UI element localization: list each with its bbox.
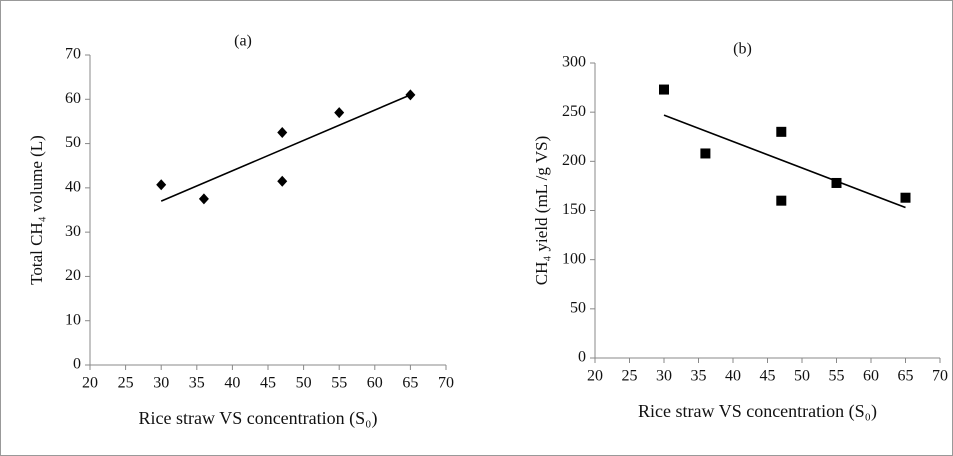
y-tick-label: 300 xyxy=(562,54,586,71)
trendline xyxy=(663,114,906,209)
x-tick-label: 70 xyxy=(438,375,454,392)
y-tick-label: 30 xyxy=(65,223,81,240)
x-tick-label: 60 xyxy=(367,375,383,392)
x-tick-label: 40 xyxy=(725,368,741,385)
x-tick-label: 65 xyxy=(898,368,914,385)
y-tick-label: 40 xyxy=(65,179,81,196)
x-tick-label: 30 xyxy=(656,368,672,385)
point xyxy=(776,195,787,206)
point xyxy=(700,148,711,159)
x-tick-label: 65 xyxy=(402,375,418,392)
y-tick-label: 0 xyxy=(73,356,81,373)
x-tick-label: 55 xyxy=(331,375,347,392)
y-tick-label: 250 xyxy=(562,103,586,120)
x-tick-label: 60 xyxy=(863,368,879,385)
x-tick-label: 25 xyxy=(622,368,638,385)
trendline xyxy=(160,94,411,202)
x-tick-label: 35 xyxy=(189,375,205,392)
y-tick-label: 0 xyxy=(578,349,586,366)
y-tick-label: 50 xyxy=(65,134,81,151)
x-tick-label: 55 xyxy=(829,368,845,385)
x-tick-label: 45 xyxy=(760,368,776,385)
y-tick-label: 50 xyxy=(570,300,586,317)
x-tick-label: 50 xyxy=(794,368,810,385)
x-tick-label: 20 xyxy=(82,375,98,392)
y-tick-label: 10 xyxy=(65,311,81,328)
x-tick-label: 25 xyxy=(118,375,134,392)
x-tick-label: 45 xyxy=(260,375,276,392)
point xyxy=(831,177,842,188)
point xyxy=(900,192,911,203)
point xyxy=(277,175,288,187)
x-tick-label: 30 xyxy=(153,375,169,392)
chart-title: (b) xyxy=(733,41,752,58)
y-axis-label: Total CH₄ volume (L) xyxy=(27,135,46,285)
y-tick-label: 150 xyxy=(562,201,586,218)
x-axis-label: Rice straw VS concentration (S₀) xyxy=(139,408,378,429)
y-tick-label: 200 xyxy=(562,152,586,169)
chart-title: (a) xyxy=(234,33,252,50)
x-tick-label: 50 xyxy=(296,375,312,392)
y-tick-label: 100 xyxy=(562,250,586,267)
point xyxy=(334,107,345,119)
y-tick-label: 70 xyxy=(65,46,81,63)
point xyxy=(277,127,288,138)
point xyxy=(776,126,787,137)
point xyxy=(156,179,167,191)
y-tick-label: 20 xyxy=(65,267,81,284)
x-axis-label: Rice straw VS concentration (S₀) xyxy=(638,401,877,422)
point xyxy=(198,193,209,205)
x-tick-label: 20 xyxy=(587,368,603,385)
y-tick-label: 60 xyxy=(65,90,81,107)
point xyxy=(659,84,669,95)
y-axis-label: CH₄ yield (mL /g VS) xyxy=(532,136,551,285)
x-tick-label: 35 xyxy=(691,368,707,385)
x-tick-label: 70 xyxy=(932,368,948,385)
x-tick-label: 40 xyxy=(224,375,240,392)
